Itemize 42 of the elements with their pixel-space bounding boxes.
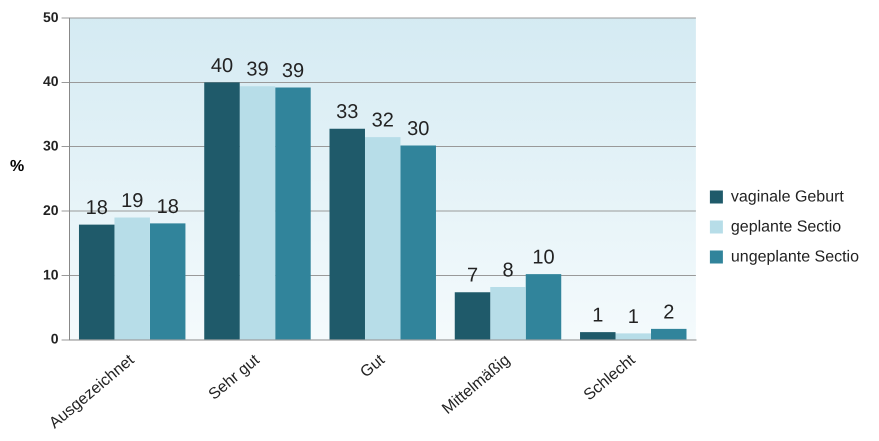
data-label: 2: [663, 301, 674, 324]
data-label: 39: [282, 60, 304, 82]
y-tick-label: 30: [42, 138, 59, 154]
bar: [454, 292, 490, 340]
data-label: 19: [121, 190, 144, 212]
bar: [526, 274, 562, 340]
bar: [490, 287, 526, 340]
data-label: 18: [156, 196, 179, 218]
data-label: 10: [532, 246, 555, 269]
bar: [330, 128, 365, 340]
legend-label: vaginale Geburt: [730, 188, 844, 206]
data-label: 32: [372, 110, 394, 132]
bar: [275, 88, 311, 340]
bar: [651, 328, 687, 340]
y-tick-label: 10: [42, 266, 59, 282]
data-label: 7: [466, 264, 478, 287]
data-label: 1: [628, 306, 639, 328]
y-tick-label: 40: [42, 73, 59, 90]
bar: [78, 224, 114, 340]
data-label: 30: [407, 118, 430, 140]
bar: [616, 333, 652, 340]
x-tick-label: Gut: [357, 351, 389, 382]
legend-label: ungeplante Sectio: [730, 248, 860, 266]
y-tick-label: 50: [42, 8, 59, 25]
y-axis-title: %: [10, 158, 24, 176]
y-tick-label: 20: [42, 202, 59, 218]
bar: [114, 218, 150, 340]
data-label: 1: [592, 304, 604, 327]
bar: [400, 145, 436, 340]
bar: [240, 86, 276, 340]
data-label: 8: [502, 260, 514, 282]
x-tick-label: Sehr gut: [206, 351, 264, 404]
bar: [364, 137, 400, 340]
data-label: 18: [86, 197, 108, 220]
data-label: 40: [210, 54, 234, 77]
legend-label: geplante Sectio: [730, 218, 842, 236]
bar: [580, 332, 616, 340]
data-label: 33: [336, 101, 358, 124]
y-tick-label: 0: [50, 330, 59, 347]
data-label: 39: [246, 58, 269, 81]
bar: [150, 223, 186, 340]
bar: [204, 82, 240, 340]
